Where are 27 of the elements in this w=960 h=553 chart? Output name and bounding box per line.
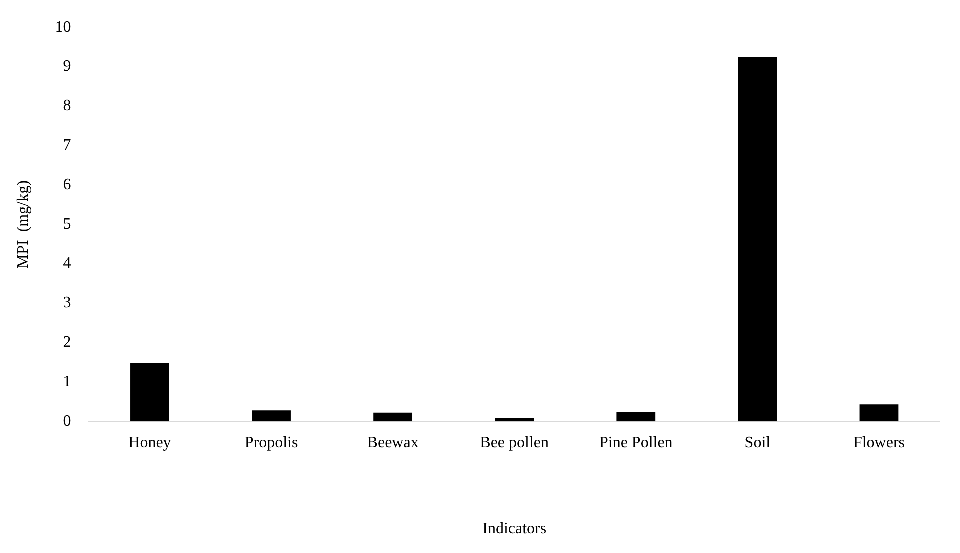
- y-tick-label: 1: [63, 373, 72, 390]
- y-tick-label: 0: [63, 412, 72, 430]
- x-tick-label: Beewax: [367, 434, 419, 452]
- y-tick-label: 8: [63, 98, 72, 115]
- bar: [495, 418, 534, 422]
- bar: [738, 57, 778, 422]
- y-tick-label: 5: [63, 216, 72, 233]
- y-tick-label: 6: [63, 176, 72, 194]
- bar: [130, 363, 170, 422]
- y-tick-label: 7: [63, 137, 72, 154]
- y-tick-label: 10: [55, 18, 72, 36]
- y-tick-label: 2: [63, 334, 72, 352]
- bar: [616, 412, 656, 422]
- x-tick-label: Honey: [128, 434, 172, 452]
- y-tick-label: 9: [63, 58, 72, 76]
- bar: [860, 404, 899, 422]
- x-tick-label: Flowers: [853, 434, 906, 452]
- x-axis-title: Indicators: [482, 520, 547, 538]
- y-axis-title: MPI (mg/kg): [14, 180, 32, 269]
- bar: [374, 412, 413, 422]
- x-tick-label: Bee pollen: [480, 434, 550, 452]
- x-tick-label: Propolis: [244, 434, 298, 452]
- y-tick-label: 3: [63, 294, 72, 312]
- x-tick-label: Soil: [744, 434, 772, 452]
- y-tick-label: 4: [63, 255, 72, 272]
- x-tick-label: Pine Pollen: [599, 434, 673, 452]
- bar: [252, 410, 291, 422]
